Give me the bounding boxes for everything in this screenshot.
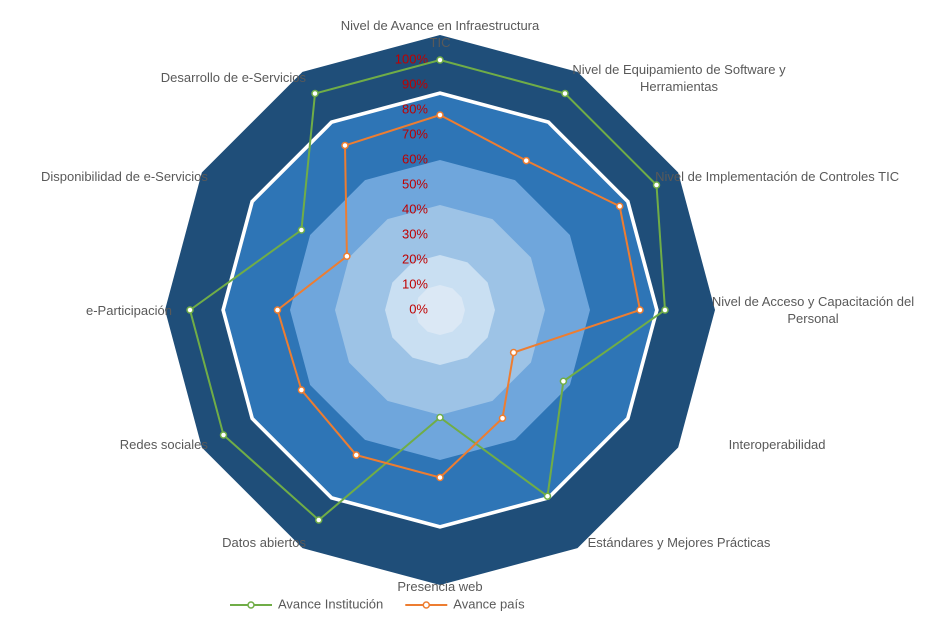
data-point [436,111,444,119]
category-label: Presencia web [397,578,483,594]
y-tick-label: 10% [402,276,428,291]
data-point [315,516,323,524]
data-point [297,386,306,394]
data-point [436,473,444,482]
category-label: e-Participación [86,302,172,318]
data-point [615,202,624,210]
data-point [436,413,444,422]
y-tick-label: 0% [409,301,428,316]
y-tick-label: 60% [402,151,428,166]
category-label: Nivel de Implementación de Controles TIC [655,168,900,184]
category-label: Disponibilidad de e-Servicios [40,168,208,184]
category-label: Datos abiertos [222,534,306,550]
data-point [186,306,194,314]
category-label: Nivel de Acceso y Capacitación del Perso… [711,294,915,326]
legend-marker [422,601,431,609]
category-label: Nivel de Avance en Infraestructura TIC [340,18,540,50]
category-label: Desarrollo de e-Servicios [160,70,306,86]
data-point [509,348,518,357]
data-point [219,431,228,439]
y-tick-label: 50% [402,176,428,191]
data-point [343,252,351,260]
legend-label: Avance país [453,596,525,611]
y-tick-label: 90% [402,76,428,91]
y-tick-label: 30% [402,226,428,241]
y-tick-label: 20% [402,251,428,266]
category-label: Nivel de Equipamiento de Software y Herr… [572,61,786,94]
data-point [561,89,569,98]
data-point [311,89,319,98]
data-point [522,156,530,165]
data-point [543,492,552,500]
data-point [661,306,669,314]
data-point [352,451,360,459]
y-tick-label: 80% [402,101,428,116]
legend-label: Avance Institución [278,596,383,611]
category-label: Interoperabilidad [728,436,826,452]
data-point [652,181,661,189]
y-tick-label: 40% [402,201,428,216]
data-point [273,306,282,314]
data-point [559,377,568,385]
y-tick-label: 100% [395,51,429,66]
data-point [297,226,306,234]
category-label: Redes sociales [119,436,208,452]
band [415,285,465,335]
data-point [341,141,349,150]
legend-marker [247,601,255,609]
data-point [436,56,444,64]
category-label: Estándares y Mejores Prácticas [587,534,771,550]
data-point [498,414,507,423]
data-point [636,306,644,314]
y-tick-label: 70% [402,126,428,141]
